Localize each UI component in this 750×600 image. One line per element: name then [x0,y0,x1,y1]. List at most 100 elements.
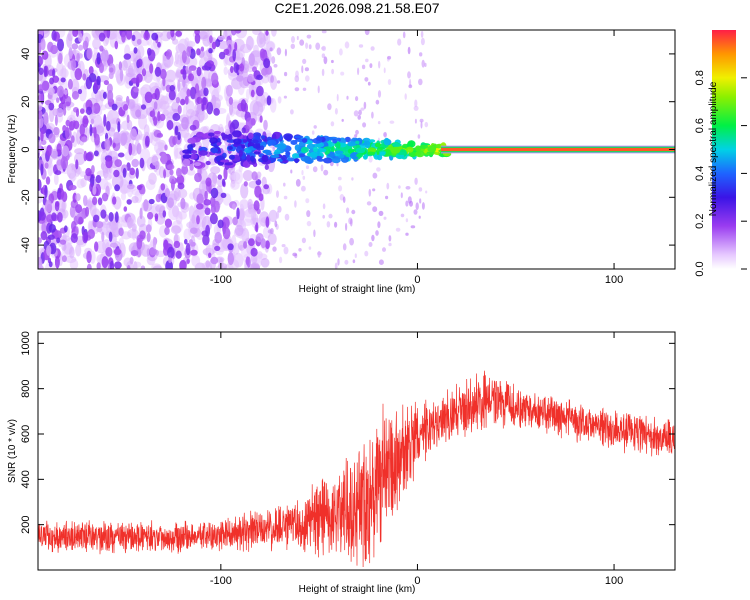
snr-ticks: -100 0 100 200 400 600 800 1000 [20,331,675,587]
spectrogram-blob [65,101,71,107]
spectrogram-blob [164,188,170,198]
spectrogram-blob [47,160,54,177]
spectrogram-blob [227,133,233,141]
spectrogram-blob [240,99,247,112]
spectrogram-blob [260,135,266,140]
spectrogram-blob [273,64,278,68]
spectrogram-blob [220,192,227,198]
spectrogram-blob [418,215,421,219]
spectrogram-blob [159,68,167,80]
spectrogram-blob [79,123,86,137]
spectrogram-blob [136,247,142,258]
spectrogram-blob [321,53,326,58]
spectrogram-blob [164,218,172,228]
spectrogram-blob [139,230,146,240]
spectrogram-blob [251,171,258,181]
spectrogram-blob [181,50,187,64]
spectrogram-blob [189,164,194,171]
spectrogram-blob [420,30,424,38]
spectrogram-blob [168,206,180,221]
spectrogram-blob [75,204,83,214]
spectrogram-blob [386,182,390,190]
spectrogram-blob [306,143,316,150]
spectrogram-blob [283,195,288,200]
spectrogram-blob [205,177,212,187]
spectrogram-blob [107,89,114,103]
spectrogram-blob [210,166,221,175]
spectrogram-blob [379,151,386,156]
spectrogram-blob [74,68,83,81]
spectrogram-blob [276,80,281,84]
spectrogram-blob [367,151,376,156]
spectrogram-blob [418,187,423,192]
spectrogram-blob [177,188,188,199]
spectrogram-xtick-label: -100 [210,274,232,286]
spectrogram-blob [196,215,200,225]
spectrogram-blob [139,207,143,220]
spectrogram-blob [48,87,55,96]
spectrogram-blob [136,215,146,228]
spectrogram-blob [305,165,310,170]
spectrogram-blob [145,135,150,147]
spectrogram-blob [202,234,210,246]
spectrogram-data [38,30,675,269]
spectrogram-blob [344,136,351,143]
spectrogram-blob [204,207,211,216]
spectrogram-blob [105,247,113,257]
spectrogram-blob [312,146,318,153]
spectrogram-blob [291,36,295,43]
spectrogram-blob [336,93,339,102]
spectrogram-blob [103,80,109,86]
spectrogram-blob [217,219,224,229]
spectrogram-blob [377,121,381,125]
spectrogram-blob [121,31,126,43]
spectrogram-blob [204,190,208,201]
spectrogram-blob [40,163,44,176]
spectrogram-ytick-label: -20 [20,189,32,205]
spectrogram-blob [375,99,380,105]
spectrogram-blob [376,167,381,172]
spectrogram-blob [111,174,124,190]
spectrogram-blob [313,125,317,129]
spectrogram-blob [198,31,209,40]
spectrogram-blob [241,246,252,258]
spectrogram-blob [127,228,139,239]
spectrogram-blob [131,34,136,42]
spectrogram-blob [148,198,155,205]
spectrogram-blob [182,158,191,167]
spectrogram-blob [89,123,93,137]
spectrogram-blob [126,216,133,229]
spectrogram-blob [97,197,103,206]
colorbar-gradient [712,30,736,269]
spectrogram-blob [175,97,181,104]
spectrogram-blob [301,170,304,176]
spectrogram-blob [40,38,46,51]
spectrogram-blob [57,38,64,52]
spectrogram-blob [281,154,288,161]
spectrogram-blob [279,256,283,264]
spectrogram-blob [152,236,157,250]
spectrogram-blob [245,88,250,101]
spectrogram-blob [232,49,236,62]
snr-ytick-label: 800 [20,379,32,397]
spectrogram-blob [54,255,60,269]
spectrogram-blob [358,109,362,116]
spectrogram-blob [241,127,246,134]
spectrogram-blob [92,196,98,206]
spectrogram-blob [421,202,425,210]
spectrogram-blob [174,125,179,136]
spectrogram-blob [80,108,85,114]
spectrogram-blob [51,148,58,160]
spectrogram-blob [368,242,373,247]
spectrogram-blob [371,234,375,242]
spectrogram-blob [148,172,157,185]
spectrogram-blob [189,86,197,100]
spectrogram-blob [149,63,154,74]
spectrogram-blob [228,96,234,105]
spectrogram-blob [272,246,277,252]
spectrogram-blob [254,185,262,198]
spectrogram-blob [346,207,350,214]
spectrogram-blob [238,149,243,157]
spectrogram-blob [85,106,93,116]
